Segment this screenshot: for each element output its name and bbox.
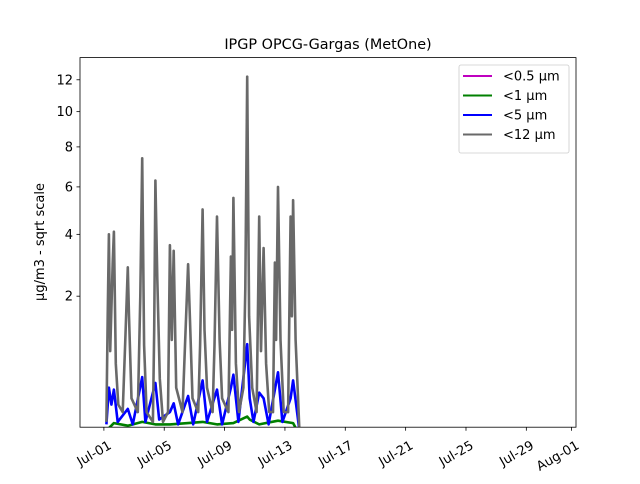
y-tick-label: 8 bbox=[65, 140, 73, 155]
x-ticks: Jul-01 Jul-05 Jul-09 Jul-13 Jul-17 Jul-21 Jul-… bbox=[74, 427, 582, 475]
x-tick-label: Jul-13 bbox=[255, 438, 295, 470]
x-tick-label: Jul-17 bbox=[315, 438, 355, 470]
x-tick-label: Jul-05 bbox=[134, 438, 174, 470]
y-tick-label: 6 bbox=[65, 180, 73, 195]
legend: <0.5 µm <1 µm <5 µm <12 µm bbox=[458, 64, 570, 154]
series-line-2 bbox=[105, 342, 301, 428]
x-tick-label: Jul-09 bbox=[195, 438, 235, 470]
y-axis-label: µg/m3 - sqrt scale bbox=[33, 183, 48, 301]
legend-label-1: <1 µm bbox=[503, 89, 547, 104]
series-line-3 bbox=[105, 75, 301, 428]
y-tick-label: 4 bbox=[65, 228, 73, 243]
y-ticks: 2 4 6 8 10 12 bbox=[56, 73, 80, 305]
series-line-0 bbox=[109, 431, 300, 438]
x-tick-label: Jul-21 bbox=[376, 438, 416, 470]
x-tick-label: Jul-25 bbox=[436, 438, 476, 470]
x-tick-label: Jul-01 bbox=[74, 438, 114, 470]
x-tick-label: Aug-01 bbox=[534, 438, 582, 474]
y-tick-label: 12 bbox=[56, 73, 73, 88]
legend-box bbox=[458, 64, 570, 154]
legend-label-2: <5 µm bbox=[503, 109, 547, 124]
legend-label-0: <0.5 µm bbox=[503, 70, 560, 85]
y-tick-label: 10 bbox=[56, 105, 73, 120]
plot-lines bbox=[105, 75, 301, 438]
plot-frame bbox=[79, 57, 577, 428]
x-tick-label: Jul-29 bbox=[496, 438, 536, 470]
y-tick-label: 2 bbox=[65, 290, 73, 305]
chart-title: IPGP OPCG-Gargas (MetOne) bbox=[224, 37, 431, 53]
legend-label-3: <12 µm bbox=[503, 128, 556, 143]
